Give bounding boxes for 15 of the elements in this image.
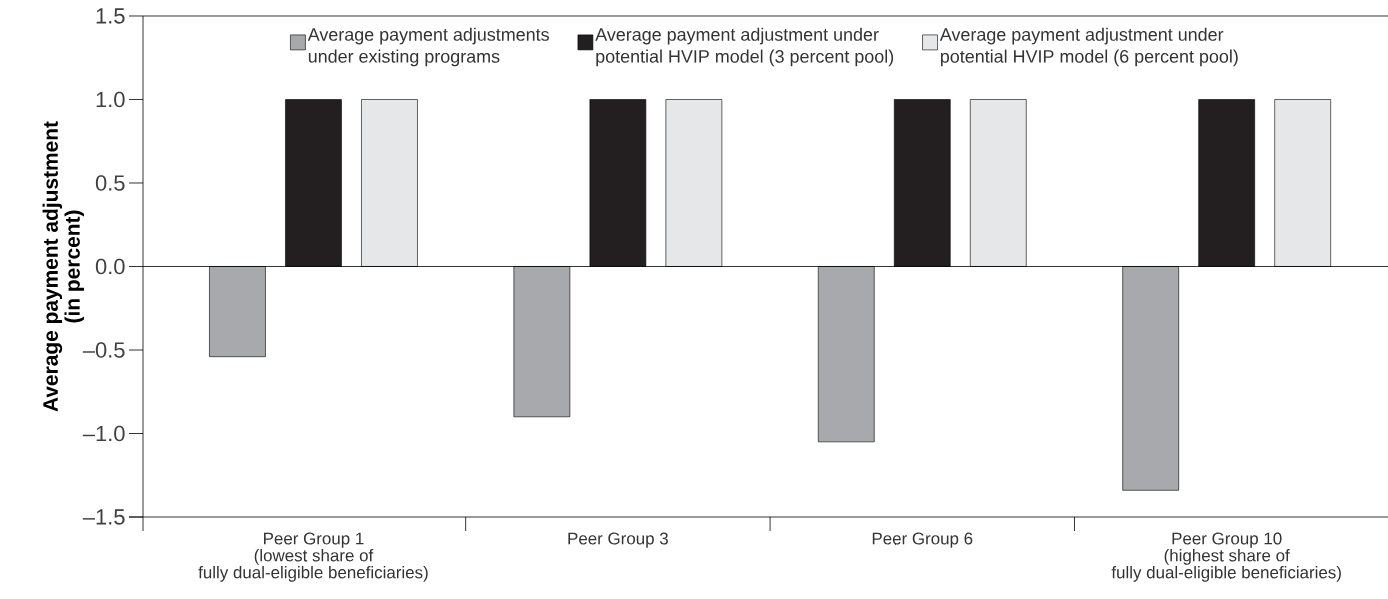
x-tick-label: Peer Group 3 xyxy=(568,532,668,548)
x-tick-label: Peer Group 10 (highest share of fully dual-eligible beneficiaries) xyxy=(1111,532,1341,582)
y-tick-label: –1.5 xyxy=(82,509,125,525)
y-tick-label: –1.0 xyxy=(82,425,125,442)
y-tick-label: 0.0 xyxy=(95,258,125,275)
x-tick-label: Peer Group 6 xyxy=(872,532,973,548)
y-tick-label: –0.5 xyxy=(82,342,125,358)
x-tick-label: Peer Group 1 (lowest share of fully dual-eligible beneficiaries) xyxy=(198,532,428,582)
y-tick-label: 1.5 xyxy=(96,8,125,24)
legend-label: Average payment adjustment under potential HVIP model (6 percent pool) xyxy=(939,27,1238,67)
legend-label: Average payment adjustment under potential HVIP model (3 percent pool) xyxy=(595,27,894,67)
y-tick-label: 0.5 xyxy=(95,175,125,191)
y-axis-title: Average payment adjustment (in percent) xyxy=(42,121,84,412)
legend-label: Average payment adjustments under existing programs xyxy=(307,27,549,67)
y-tick-label: 1.0 xyxy=(96,91,125,108)
